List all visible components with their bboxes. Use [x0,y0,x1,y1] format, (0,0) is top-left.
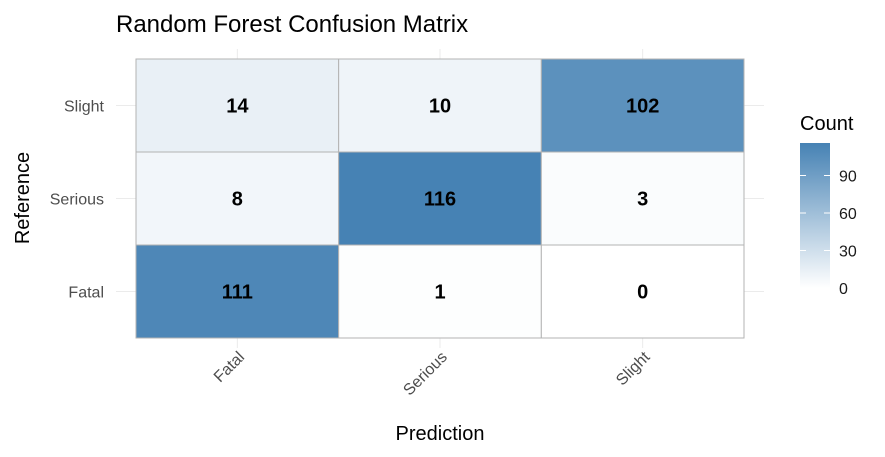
legend-colorbar [800,143,830,288]
legend-title: Count [800,113,854,135]
cell-serious-slight [540,151,745,246]
cell-fatal-serious-label: 1 [434,282,445,304]
cell-serious-serious [338,151,542,246]
x-tick-serious: Serious [400,349,450,399]
cell-fatal-slight-label: 0 [637,282,648,304]
y-tick-serious: Serious [50,192,104,209]
legend: Count 0 30 60 90 [800,113,857,298]
cell-slight-slight [540,58,745,153]
cell-fatal-fatal [135,244,340,339]
x-axis-title: Prediction [396,423,485,445]
legend-tick-label-90: 90 [839,169,857,186]
cell-serious-fatal [135,151,340,246]
legend-tick-label-60: 60 [839,206,857,223]
y-axis-ticks: Fatal Serious Slight [50,99,105,302]
cell-serious-fatal-label: 8 [232,189,243,211]
legend-tick-label-0: 0 [839,281,848,298]
y-tick-slight: Slight [64,99,105,116]
cell-slight-fatal-label: 14 [226,96,249,118]
cell-slight-slight-label: 102 [626,96,659,118]
chart-title: Random Forest Confusion Matrix [116,11,468,38]
y-axis-title: Reference [12,152,34,244]
cell-fatal-serious [338,244,542,339]
legend-tick-label-30: 30 [839,244,857,261]
legend-ticks: 0 30 60 90 [800,169,857,298]
y-tick-fatal: Fatal [68,285,104,302]
x-tick-slight: Slight [613,348,654,389]
cell-slight-serious-label: 10 [429,96,451,118]
x-tick-fatal: Fatal [211,349,248,386]
cell-serious-slight-label: 3 [637,189,648,211]
cell-fatal-fatal-label: 111 [222,282,253,304]
x-axis-ticks: Fatal Serious Slight [211,348,654,399]
cell-serious-serious-label: 116 [424,189,456,211]
cell-fatal-slight [540,244,745,339]
heatmap-cells [135,58,745,339]
